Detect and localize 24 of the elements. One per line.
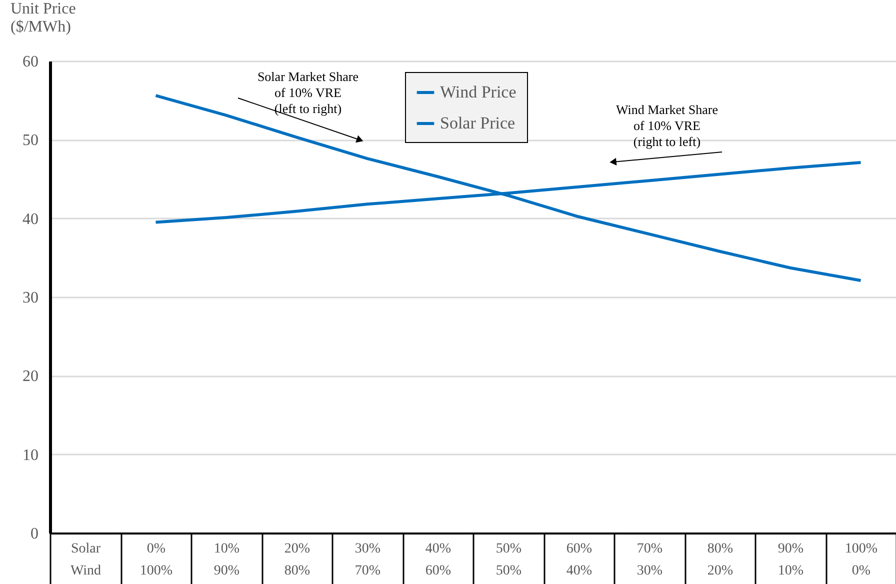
x-tick-label: 50% 50% (496, 542, 522, 578)
annotation: Solar Market Share of 10% VRE (left to right) (257, 69, 359, 116)
y-tick-label: 10 (22, 446, 38, 464)
x-tick-label: 40% 60% (425, 542, 452, 578)
annotation: Wind Market Share of 10% VRE (right to left) (616, 102, 718, 149)
x-tick-label: 0% 100% (140, 542, 173, 578)
x-tick-label: 60% 40% (566, 542, 592, 578)
y-tick-label: 20 (22, 368, 38, 386)
x-tick-label: 100% 0% (844, 542, 878, 578)
legend-label: Solar Price (440, 114, 516, 132)
x-tick-label: 80% 20% (707, 542, 734, 578)
x-tick-label: 10% 90% (214, 542, 240, 578)
x-tick-label: Solar Wind (70, 542, 102, 578)
y-tick-label: 40 (22, 210, 38, 228)
x-tick-label: 70% 30% (636, 542, 663, 578)
x-tick-label: 30% 70% (354, 542, 381, 578)
legend-label: Wind Price (440, 82, 516, 102)
y-tick-label: 50 (22, 132, 38, 150)
y-axis-title: Unit Price ($/MWh) (10, 0, 76, 36)
y-tick-label: 60 (22, 54, 38, 70)
y-tick-label: 0 (30, 526, 38, 542)
x-tick-label: 20% 80% (284, 542, 310, 578)
y-tick-label: 30 (22, 290, 38, 306)
x-tick-label: 90% 10% (778, 542, 804, 578)
